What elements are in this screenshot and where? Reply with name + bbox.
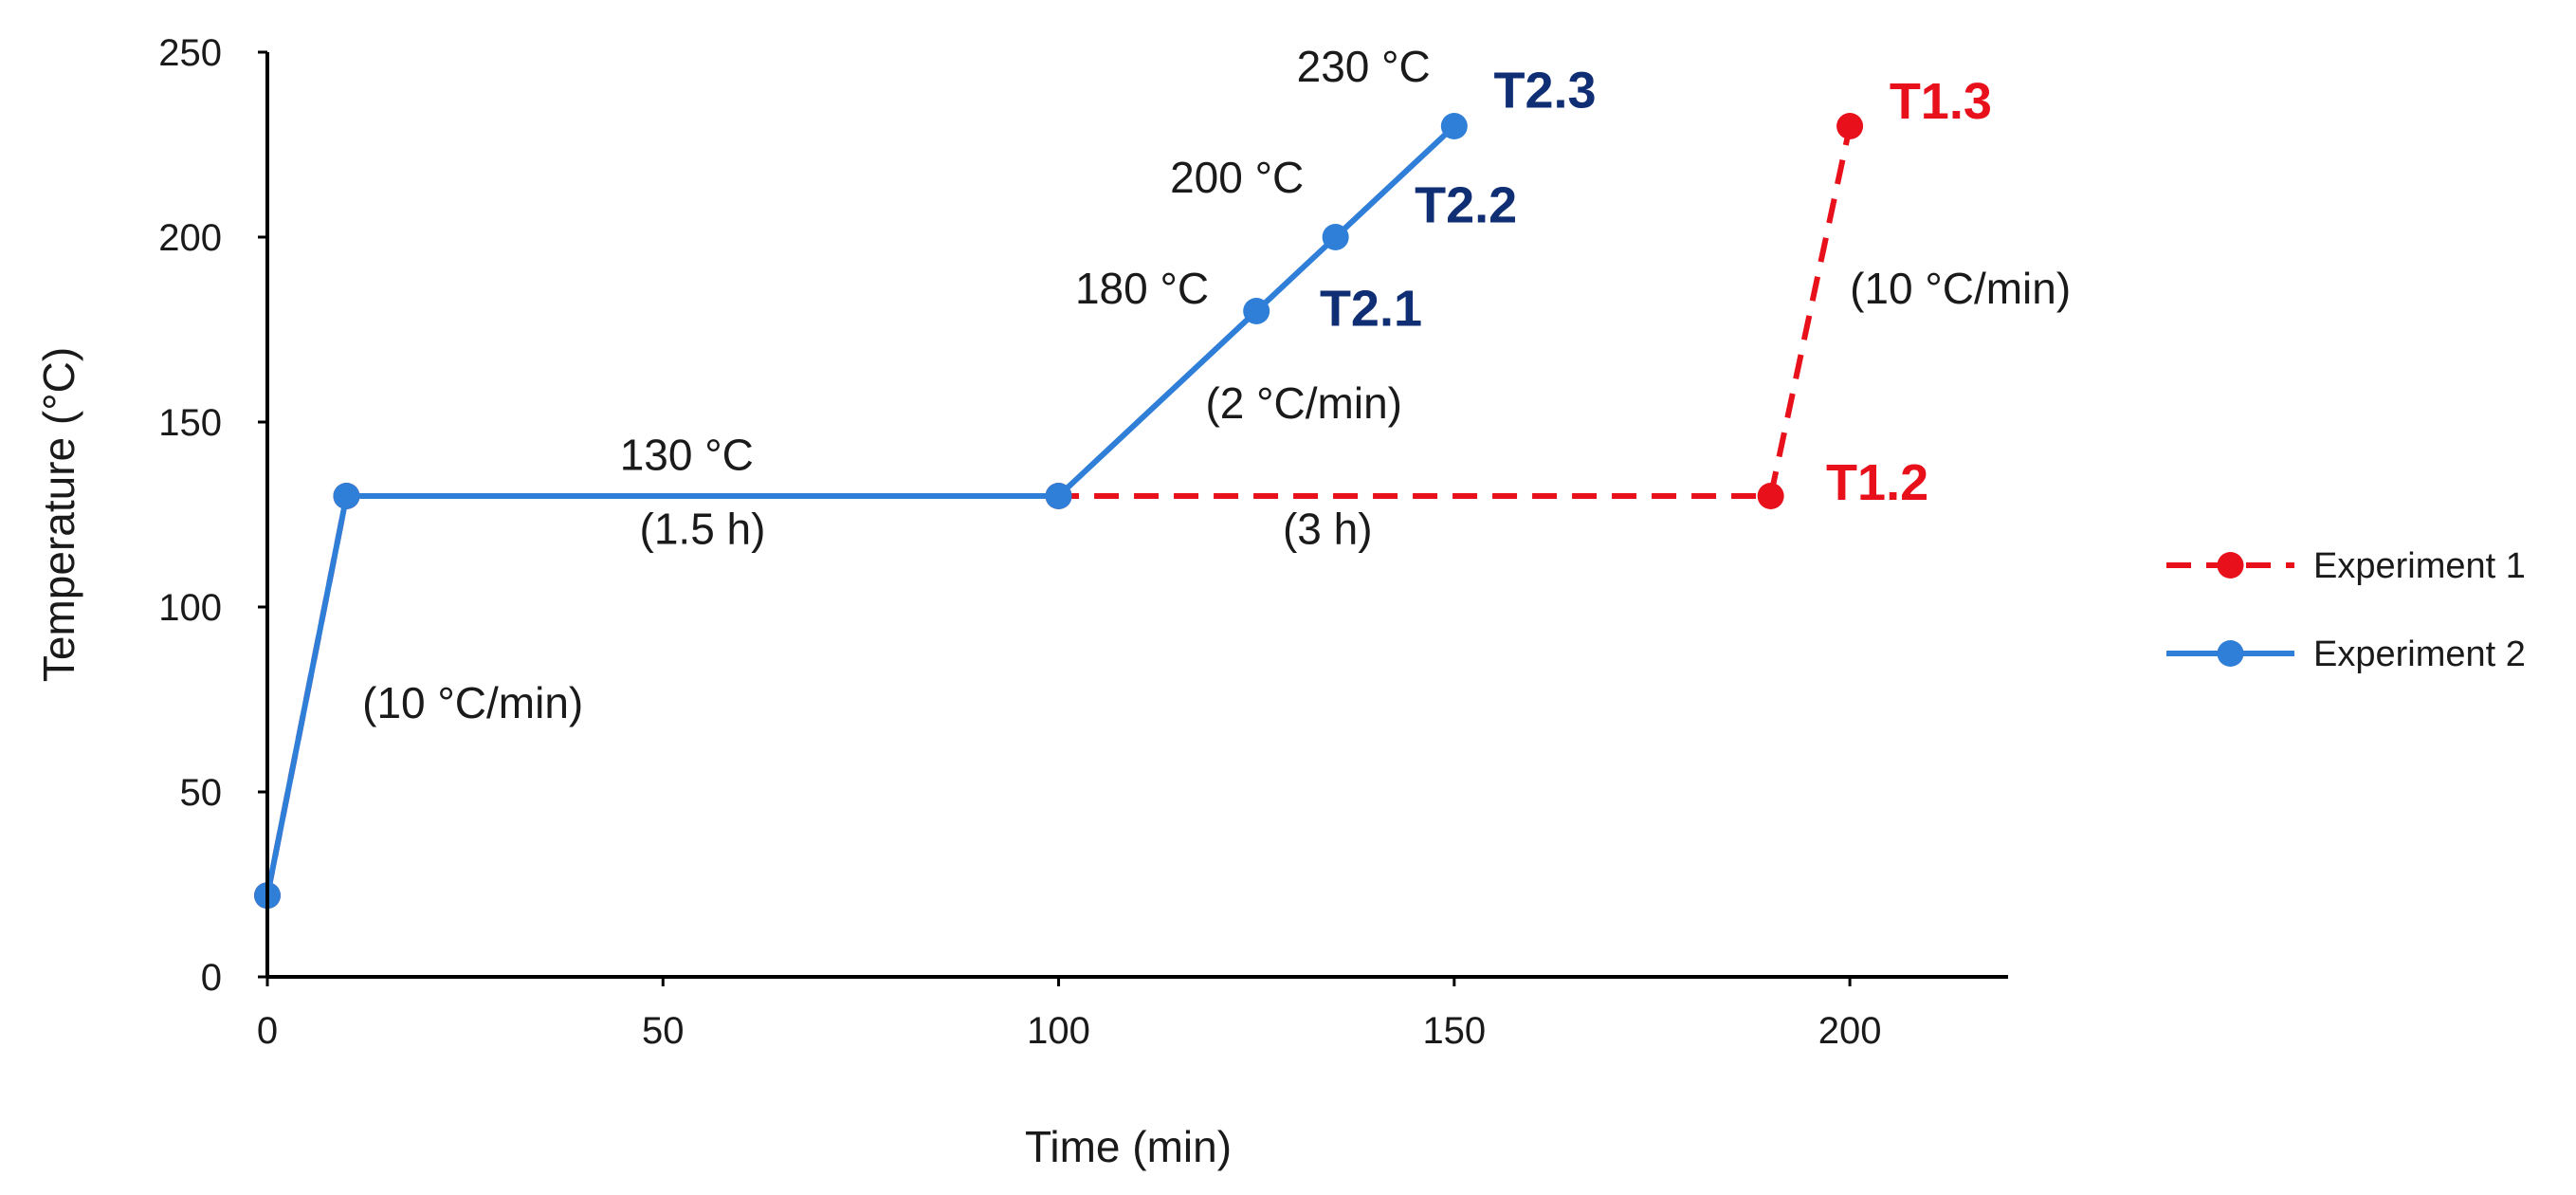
plot-area bbox=[254, 113, 1864, 910]
series-2-point bbox=[1243, 298, 1270, 324]
annotation-label: (10 °C/min) bbox=[362, 678, 583, 727]
legend-label-1: Experiment 1 bbox=[2313, 546, 2526, 586]
x-tick-label: 0 bbox=[257, 1010, 278, 1052]
legend-marker-2 bbox=[2217, 640, 2244, 667]
annotations: (10 °C/min) 130 °C (1.5 h) (3 h) (2 °C/min) 1… bbox=[362, 42, 2071, 727]
legend-marker-1 bbox=[2217, 552, 2244, 579]
series-line-1 bbox=[265, 125, 1854, 896]
x-tick-label: 150 bbox=[1422, 1010, 1486, 1052]
x-tick-label: 200 bbox=[1818, 1010, 1882, 1052]
annotation-label: (2 °C/min) bbox=[1205, 378, 1402, 428]
series-1-point bbox=[1836, 113, 1864, 139]
annotation-label: T1.2 bbox=[1826, 454, 1928, 511]
annotation-label: T1.3 bbox=[1890, 73, 1992, 130]
annotation-label: (10 °C/min) bbox=[1850, 264, 2071, 313]
legend-label-2: Experiment 2 bbox=[2313, 634, 2526, 674]
y-tick-label: 50 bbox=[180, 772, 223, 814]
series-line-2 bbox=[265, 123, 1456, 896]
series-2-point bbox=[1440, 113, 1468, 139]
y-axis-title: Temperature (°C) bbox=[34, 347, 83, 682]
y-tick-label: 0 bbox=[201, 957, 222, 999]
series-2-point bbox=[1322, 224, 1349, 250]
x-axis-title: Time (min) bbox=[1025, 1122, 1232, 1171]
x-tick-label: 100 bbox=[1027, 1010, 1090, 1052]
annotation-label: 180 °C bbox=[1075, 264, 1209, 313]
annotation-label: 200 °C bbox=[1170, 153, 1304, 202]
series-1-point bbox=[1757, 483, 1784, 509]
y-tick-label: 200 bbox=[158, 217, 222, 259]
y-tick-label: 100 bbox=[158, 587, 222, 629]
annotation-label: T2.1 bbox=[1320, 281, 1422, 338]
annotation-label: 130 °C bbox=[620, 431, 754, 480]
annotation-label: T2.3 bbox=[1494, 63, 1597, 120]
y-tick-label: 150 bbox=[158, 402, 222, 444]
series-2-point bbox=[333, 483, 360, 509]
x-tick-label: 50 bbox=[642, 1010, 685, 1052]
annotation-label: (3 h) bbox=[1283, 505, 1373, 554]
series-2-point bbox=[1045, 483, 1072, 509]
annotation-label: (1.5 h) bbox=[640, 505, 766, 554]
annotation-label: T2.2 bbox=[1415, 176, 1517, 233]
legend: Experiment 1 Experiment 2 bbox=[2166, 546, 2526, 674]
axes: 0 50 100 150 200 250 0 50 100 150 200 bbox=[158, 32, 2008, 1052]
y-tick-label: 250 bbox=[158, 32, 222, 74]
annotation-label: 230 °C bbox=[1297, 42, 1431, 91]
